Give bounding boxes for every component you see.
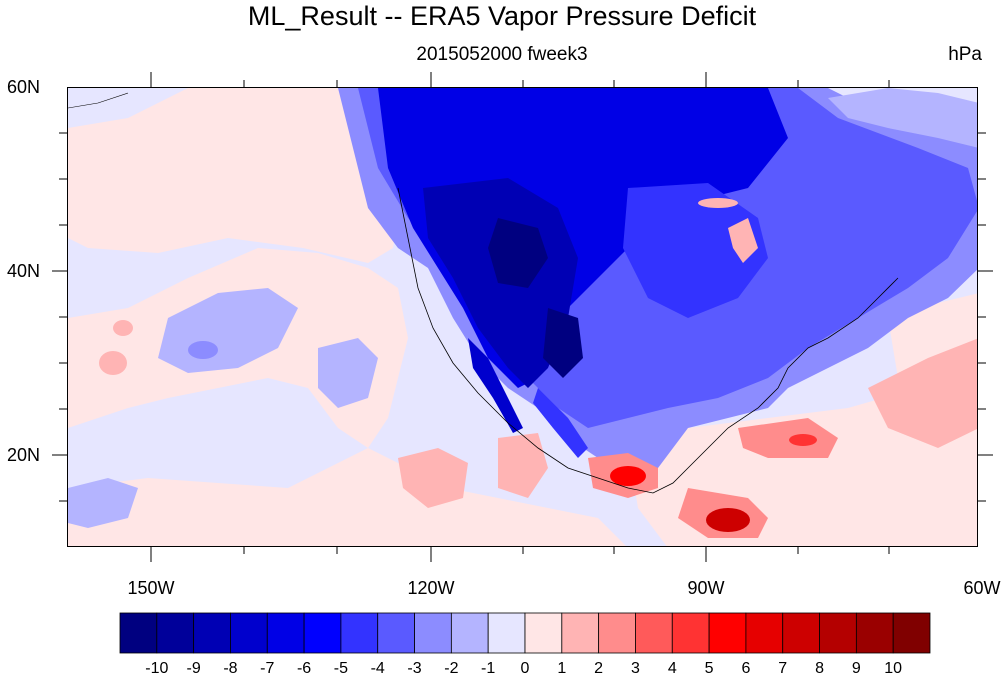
lon-label-150w: 150W (127, 578, 175, 598)
lat-label-40n: 40N (6, 261, 40, 281)
pacific-blue-core (188, 341, 218, 359)
colorbar-label: -6 (296, 660, 312, 677)
colorbar-label: 0 (520, 660, 530, 677)
colorbar-swatch (671, 612, 710, 654)
colorbar-swatch (819, 612, 857, 654)
colorbar-label: -8 (223, 660, 238, 677)
colorbar-swatch (782, 612, 820, 654)
colorbar-swatch (598, 612, 636, 654)
alaska-coast (68, 92, 129, 109)
plains-blue (623, 183, 768, 318)
colorbar-label: -2 (444, 660, 459, 677)
lat-label-60n: 60N (6, 77, 40, 97)
colorbar-swatch (119, 612, 158, 654)
map-subtitle: 2015052000 fweek3 (416, 44, 588, 65)
colorbar-swatch (708, 612, 747, 654)
colorbar-swatch (561, 612, 600, 654)
mexico-red-core (610, 466, 646, 486)
colorbar-label: 9 (851, 660, 861, 677)
colorbar-swatch (414, 612, 452, 654)
colorbar-swatch (855, 612, 894, 654)
colorbar-swatch (450, 612, 489, 654)
colorbar-label: 1 (557, 660, 567, 677)
colorbar-label: -4 (370, 660, 385, 677)
deep-blue-core-2 (543, 308, 583, 378)
colorbar-label: 10 (884, 660, 903, 677)
deep-blue-core-1 (488, 218, 548, 288)
pacific-red-patch-2 (498, 433, 548, 498)
colorbar-swatch (745, 612, 784, 654)
colorbar-label: 6 (741, 660, 751, 677)
colorbar-swatch (892, 612, 931, 654)
colorbar-label: 3 (631, 660, 640, 677)
colorbar-swatch (340, 612, 379, 654)
map-title: ML_Result -- ERA5 Vapor Pressure Deficit (247, 1, 757, 31)
lat-label-20n: 20N (6, 445, 40, 465)
atlantic-red-patch (868, 338, 977, 448)
vpd-map (67, 87, 978, 547)
lon-label-90w: 90W (687, 578, 725, 598)
colorbar-label: -1 (481, 660, 496, 677)
pacific-blue-patch-3 (68, 478, 138, 528)
caribbean-red-core (789, 434, 817, 446)
colorbar-label: -10 (145, 660, 169, 677)
colorbar-swatch (266, 612, 305, 654)
pacific-red-patch-4 (113, 320, 133, 336)
colorbar-swatch (635, 612, 673, 654)
colorbar-label: 8 (815, 660, 824, 677)
colorbar-label: -5 (333, 660, 349, 677)
great-lakes-pink (728, 218, 758, 263)
vpd-contour-field (68, 88, 977, 546)
mexico-coast-streak (533, 388, 588, 458)
baja-blue-streak (468, 338, 523, 433)
pacific-pink-south (68, 448, 626, 546)
central-america-red-core (706, 508, 750, 532)
lon-label-60w: 60W (963, 578, 1001, 598)
colorbar-label: 4 (667, 660, 677, 677)
pacific-pink-north (68, 88, 408, 263)
colorbar-swatch (524, 612, 563, 654)
colorbar (119, 612, 931, 654)
colorbar-label: -9 (186, 660, 201, 677)
hudson-bay-pale (828, 88, 977, 148)
coastline (397, 187, 899, 494)
colorbar-label: 5 (704, 660, 714, 677)
pacific-red-patch-3 (99, 351, 127, 375)
pacific-blue-patch-2 (318, 338, 378, 408)
colorbar-label: -7 (260, 660, 275, 677)
colorbar-swatch (303, 612, 342, 654)
colorbar-label: 7 (778, 660, 788, 677)
colorbar-swatch (230, 612, 268, 654)
lon-label-120w: 120W (407, 578, 455, 598)
colorbar-label: -3 (407, 660, 422, 677)
units-label: hPa (948, 44, 982, 65)
colorbar-label: 2 (594, 660, 604, 677)
pacific-red-patch-1 (398, 448, 468, 508)
great-lakes-pink-2 (698, 198, 738, 208)
colorbar-swatch (156, 612, 195, 654)
colorbar-swatch (487, 612, 526, 654)
caribbean-red (738, 418, 838, 458)
colorbar-swatch (193, 612, 231, 654)
colorbar-swatch (377, 612, 415, 654)
